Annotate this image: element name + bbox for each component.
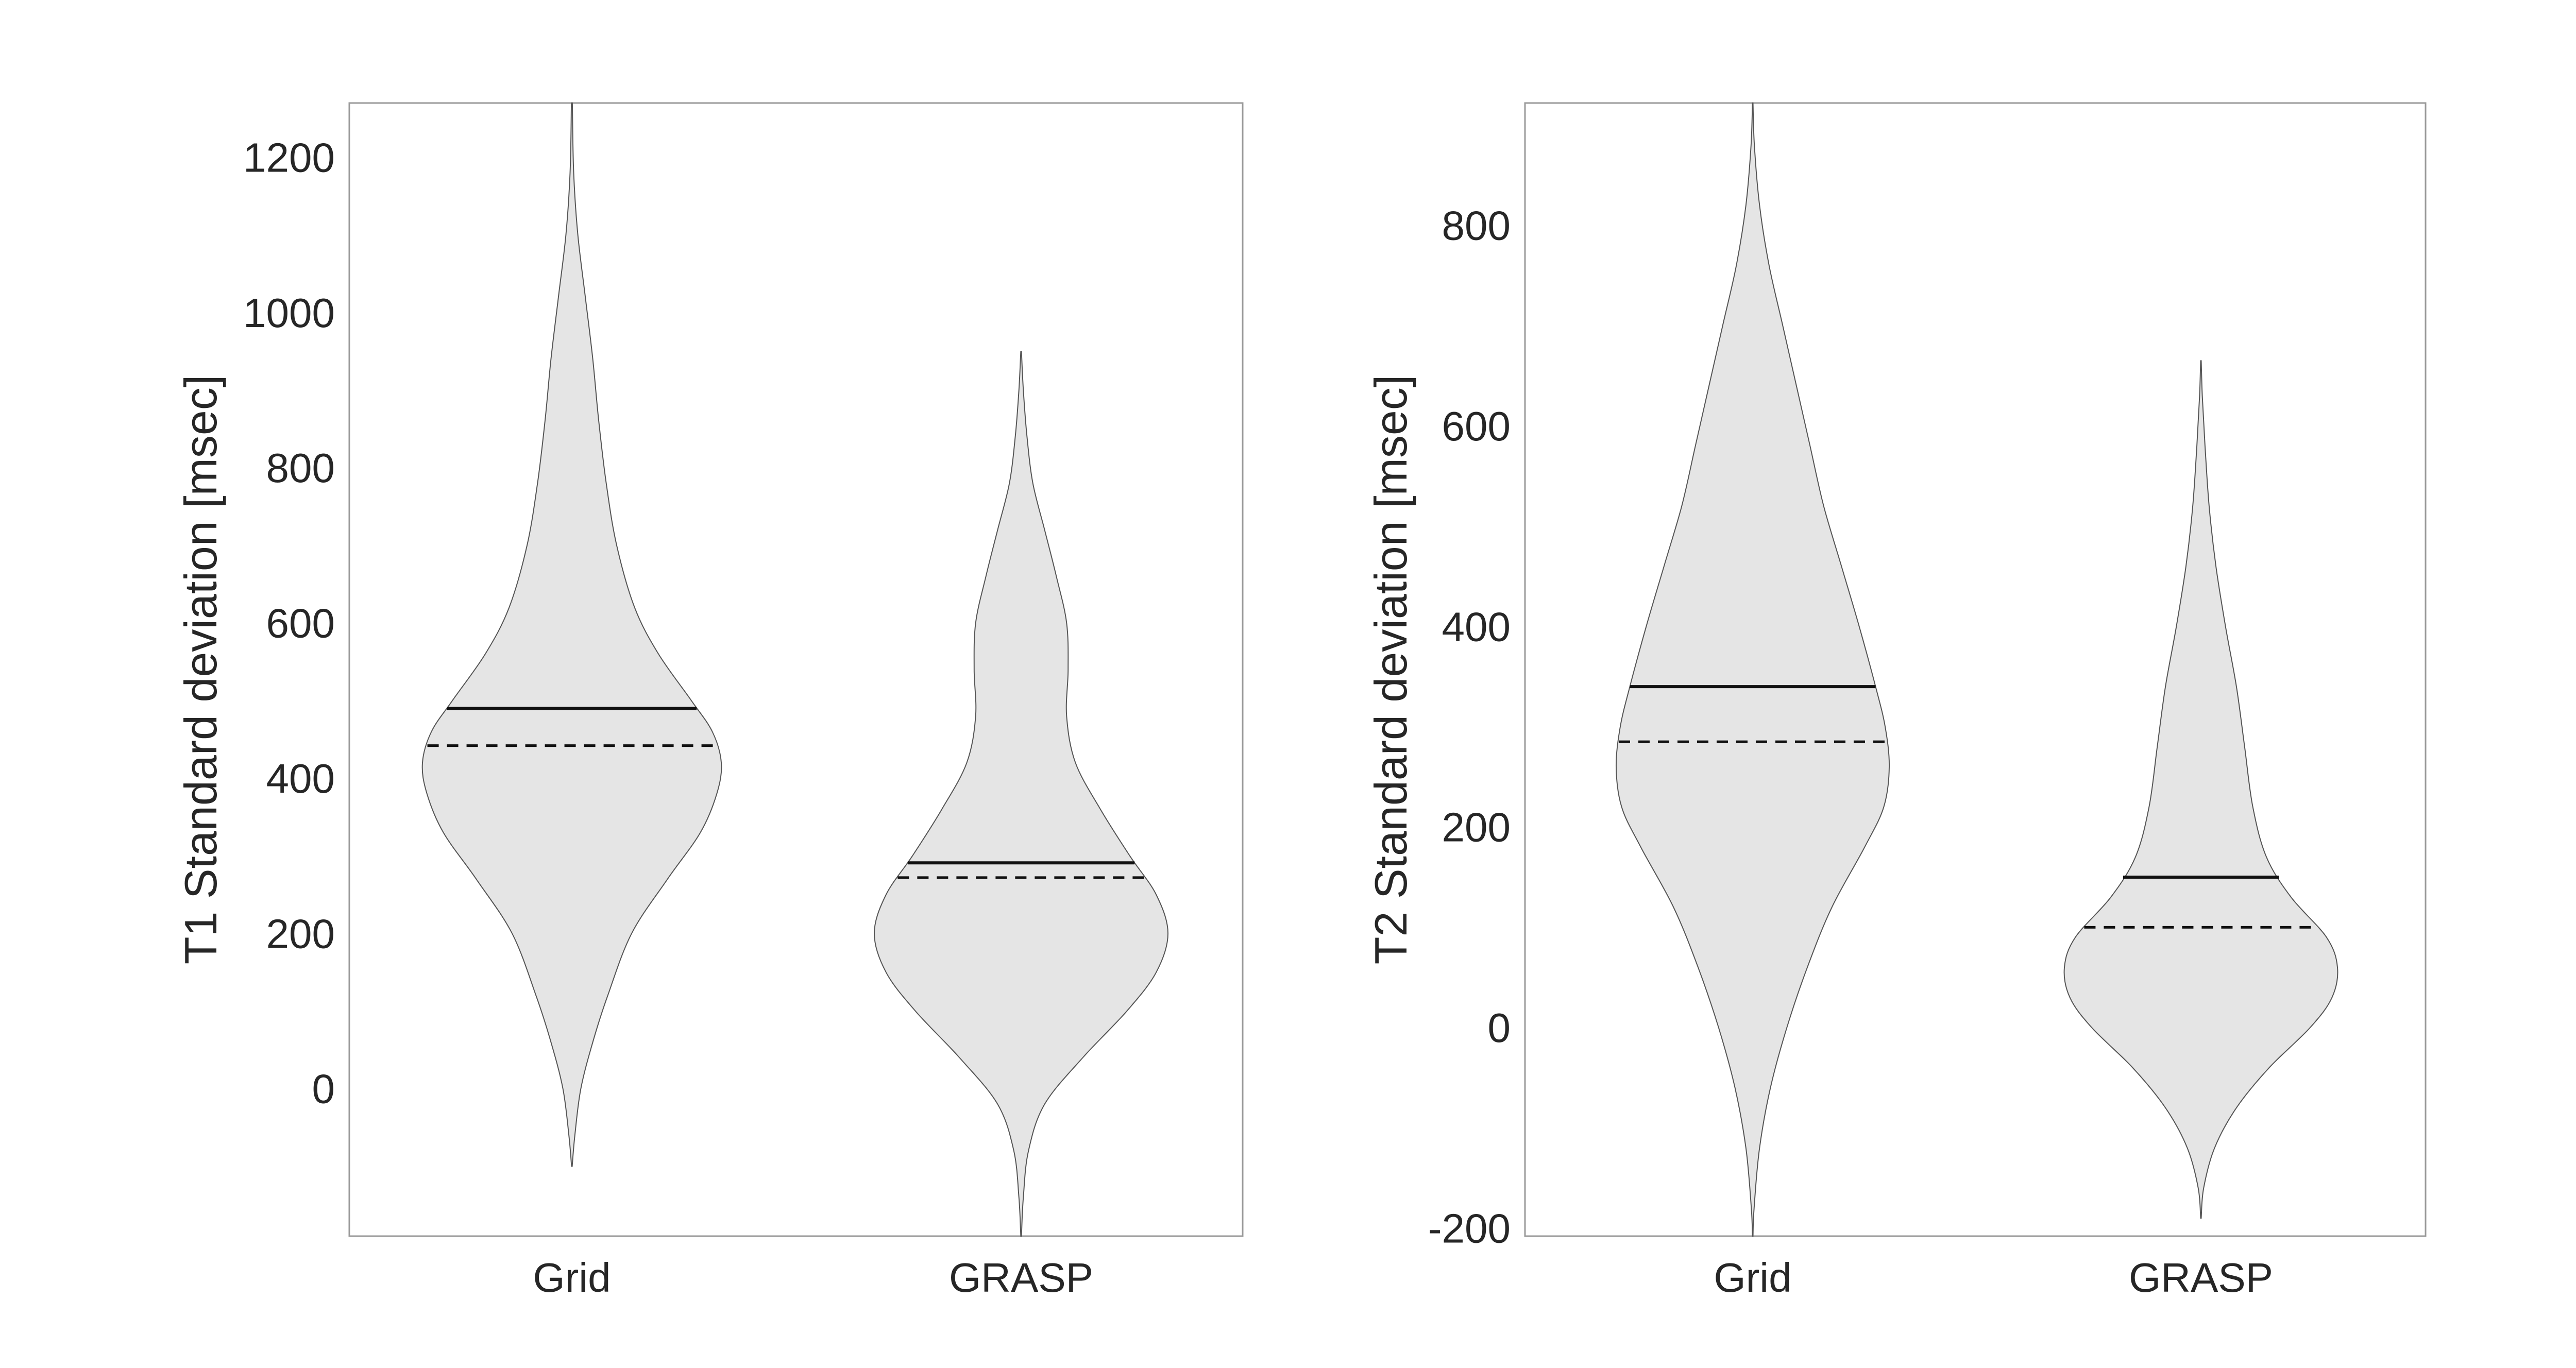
y-tick-label: -200: [1428, 1205, 1511, 1251]
violin-grasp: [873, 351, 1169, 1237]
y-tick-label: 1000: [243, 290, 335, 336]
y-tick-label: 600: [266, 601, 335, 646]
y-tick-label: 800: [266, 445, 335, 491]
x-tick-label: Grid: [1714, 1255, 1791, 1301]
y-tick-label: 400: [266, 756, 335, 801]
plot-area-frame: [1524, 102, 2427, 1237]
x-tick-label: GRASP: [949, 1255, 1093, 1301]
violin-body: [2063, 360, 2338, 1219]
plot-area-frame: [348, 102, 1244, 1237]
x-tick-label: GRASP: [2129, 1255, 2273, 1301]
y-tick-label: 200: [1442, 805, 1511, 850]
y-tick-label: 0: [1488, 1005, 1511, 1051]
violin-grasp: [2063, 360, 2338, 1219]
y-tick-label: 0: [312, 1066, 335, 1112]
y-tick-label: 200: [266, 911, 335, 956]
y-tick-label: 600: [1442, 403, 1511, 449]
y-tick-label: 800: [1442, 203, 1511, 249]
y-tick-label: 400: [1442, 604, 1511, 649]
y-axis-title: T1 Standard deviation [msec]: [175, 375, 226, 965]
violin-grid: [421, 102, 722, 1167]
violin-body: [873, 351, 1169, 1237]
chart-panel-t2: -200 0 200 400 600 800 Grid GRASP T2 Standard …: [1365, 102, 2427, 1301]
violin-grid: [1615, 102, 1890, 1237]
chart-panel-t1: 0 200 400 600 800 1000 1200 Grid GRASP T1 Stand…: [175, 102, 1244, 1301]
violin-body: [421, 102, 722, 1167]
y-axis-title: T2 Standard deviation [msec]: [1365, 375, 1416, 965]
violin-body: [1615, 102, 1890, 1237]
y-tick-label: 1200: [243, 134, 335, 180]
x-tick-label: Grid: [533, 1255, 611, 1301]
